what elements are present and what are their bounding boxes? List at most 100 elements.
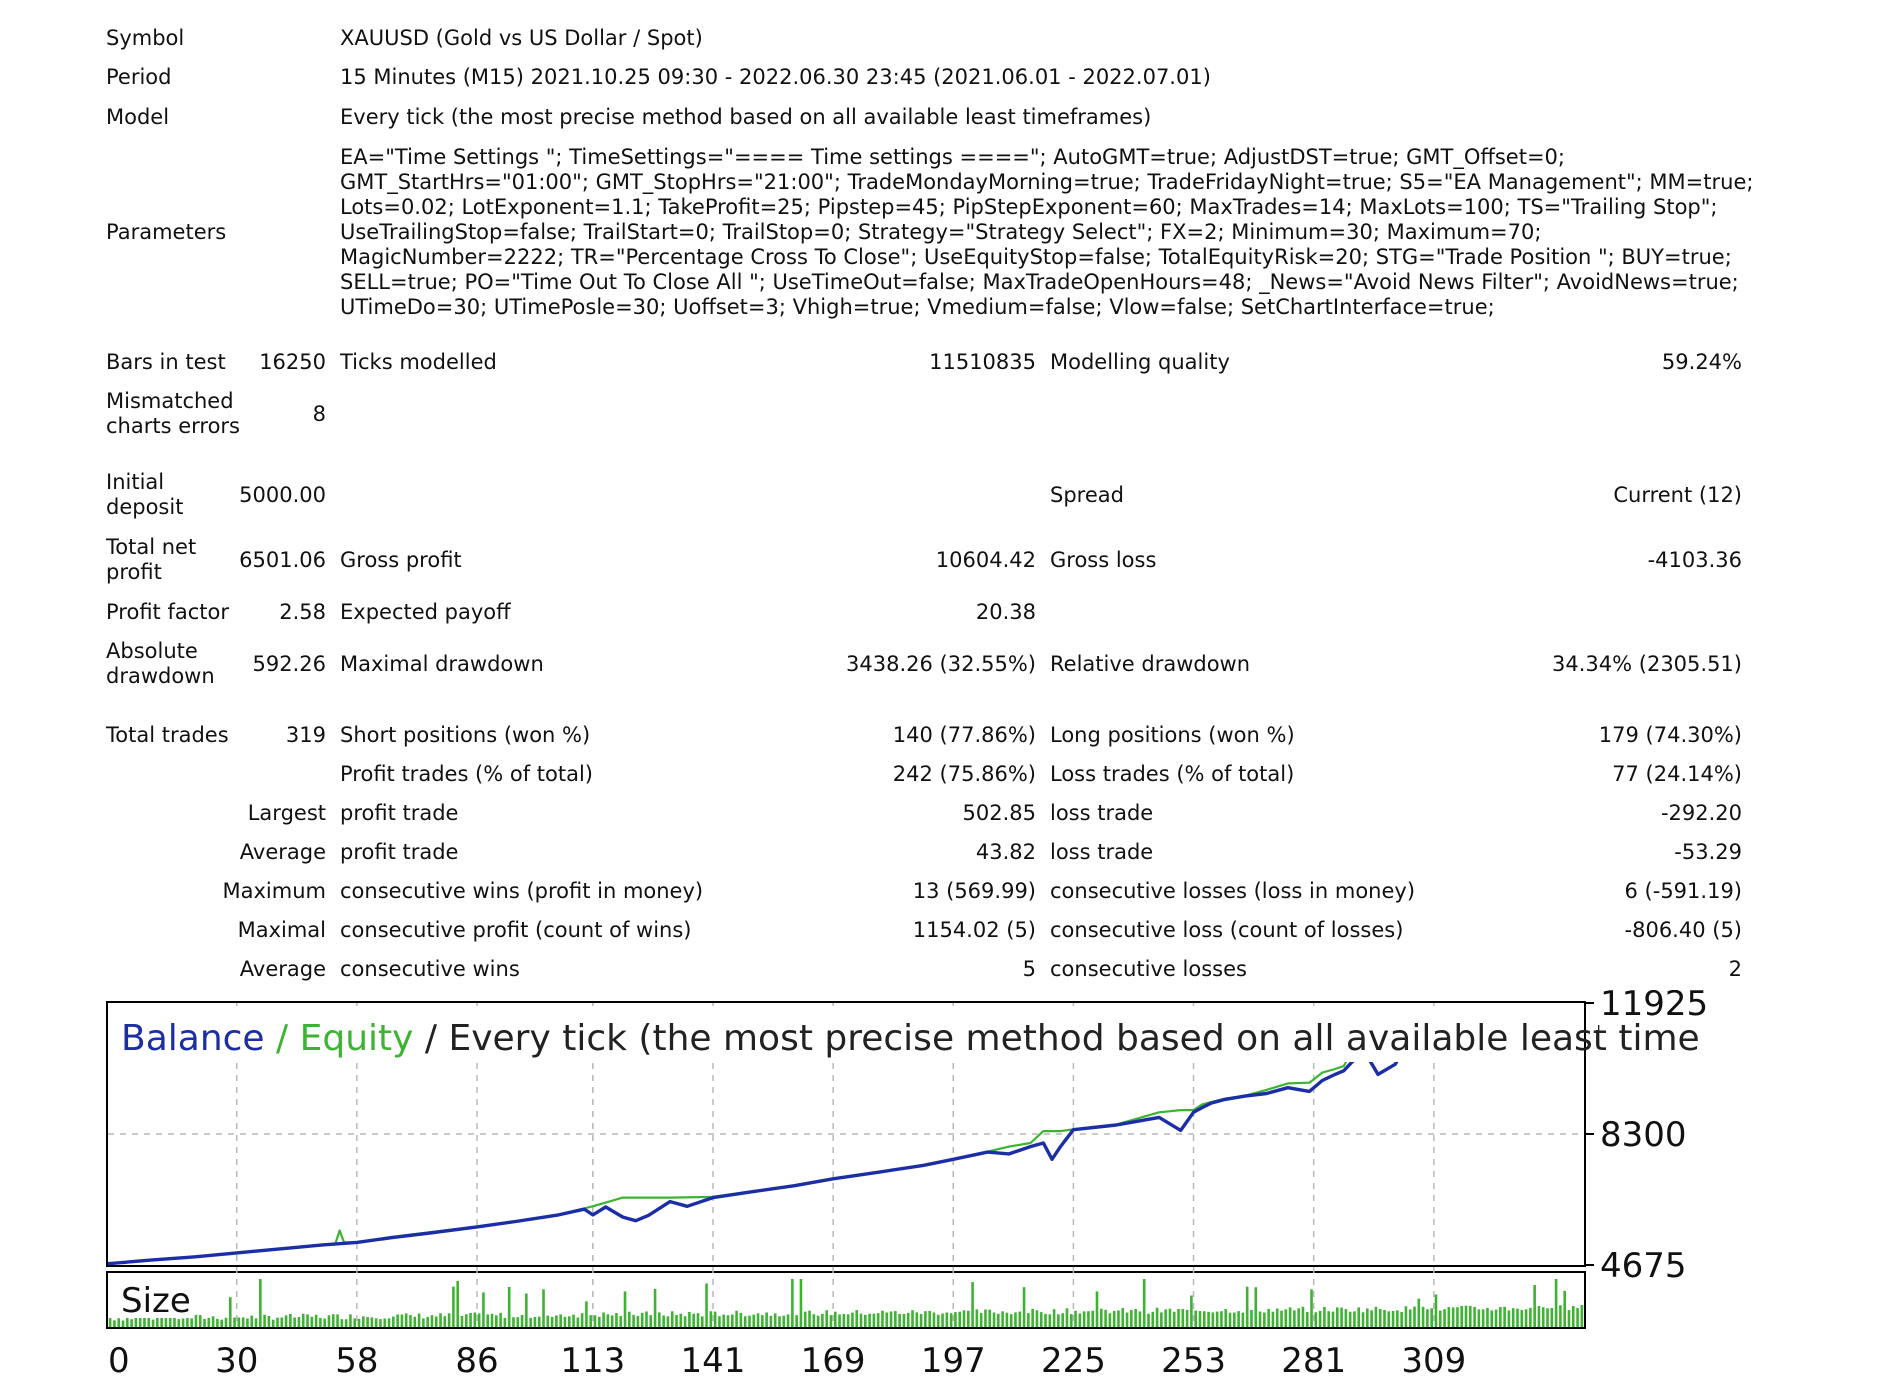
- size-bar: [1001, 1311, 1004, 1327]
- size-bar: [786, 1314, 790, 1327]
- netprofit-label: Total net profit: [106, 535, 197, 584]
- size-bar: [1348, 1311, 1352, 1327]
- size-bar: [426, 1316, 429, 1327]
- size-bar: [1426, 1309, 1429, 1327]
- size-bar: [1224, 1309, 1228, 1327]
- size-bar: [1344, 1309, 1348, 1327]
- y-tick-label: 4675: [1600, 1246, 1687, 1286]
- chart-title: Balance / Equity / Every tick (the most …: [121, 1018, 1700, 1059]
- quality-label: Modelling quality: [1050, 350, 1230, 374]
- size-bar: [1228, 1312, 1232, 1327]
- size-bar: [1087, 1311, 1090, 1327]
- size-bar: [975, 1309, 979, 1327]
- pf-label: Profit factor: [106, 600, 229, 624]
- deposit-value: 5000.00: [239, 483, 326, 507]
- grossprofit-value: 10604.42: [935, 548, 1036, 572]
- size-bar: [876, 1313, 880, 1327]
- size-bar: [1254, 1287, 1258, 1327]
- size-bar: [675, 1315, 678, 1327]
- size-bar: [499, 1312, 502, 1327]
- size-bar: [846, 1314, 850, 1327]
- size-bar: [761, 1315, 764, 1327]
- size-bar: [1533, 1285, 1536, 1327]
- size-bar: [932, 1312, 936, 1327]
- size-bar: [778, 1316, 781, 1327]
- size-bar: [984, 1309, 987, 1327]
- y-tick-label: 8300: [1600, 1115, 1687, 1155]
- size-bar: [825, 1310, 828, 1327]
- size-bar: [606, 1314, 610, 1327]
- size-bar: [447, 1313, 451, 1327]
- size-bar: [512, 1317, 515, 1327]
- size-bar: [833, 1311, 837, 1327]
- size-label-backdrop: [112, 1276, 192, 1318]
- size-bar: [331, 1314, 335, 1327]
- size-bar: [1202, 1311, 1206, 1327]
- x-tick-label: 141: [681, 1341, 746, 1381]
- size-bar: [1198, 1311, 1202, 1327]
- model-value: Every tick (the most precise method base…: [340, 105, 1152, 129]
- size-bar: [636, 1316, 640, 1327]
- loss-trades-label: Loss trades (% of total): [1050, 762, 1295, 786]
- size-bar: [782, 1315, 786, 1327]
- size-bar: [881, 1310, 884, 1327]
- size-bar: [1082, 1311, 1086, 1327]
- largest-profit-label: profit trade: [340, 801, 459, 825]
- size-bar: [1490, 1310, 1494, 1327]
- size-bar: [795, 1315, 798, 1327]
- size-bar: [1215, 1311, 1219, 1327]
- size-bar: [246, 1318, 249, 1327]
- y-axis: 11925 8300 4675: [1584, 984, 1708, 1286]
- size-bar: [537, 1316, 541, 1327]
- size-bar: [688, 1311, 691, 1327]
- grossloss-label: Gross loss: [1050, 548, 1157, 572]
- size-bar: [168, 1316, 172, 1327]
- size-bar: [662, 1315, 665, 1327]
- size-plot-frame: [106, 1271, 1586, 1329]
- size-bar: [1580, 1305, 1584, 1327]
- x-tick-label: 309: [1401, 1341, 1466, 1381]
- size-bar: [422, 1318, 425, 1327]
- size-bar: [842, 1313, 846, 1327]
- size-bar: [1108, 1313, 1112, 1327]
- size-bar: [130, 1319, 133, 1327]
- size-bar: [1052, 1309, 1056, 1327]
- size-bar: [108, 1318, 112, 1327]
- size-bar: [803, 1311, 807, 1327]
- size-bar: [1430, 1308, 1433, 1327]
- size-bar: [726, 1315, 730, 1327]
- size-bar: [1091, 1310, 1095, 1327]
- size-bar: [602, 1312, 605, 1327]
- size-bar: [469, 1312, 472, 1327]
- size-bar: [529, 1317, 532, 1327]
- size-bar: [1494, 1309, 1498, 1327]
- size-bar: [1014, 1312, 1017, 1327]
- size-bar: [374, 1318, 378, 1327]
- pf-value: 2.58: [279, 600, 326, 624]
- average-loss-label: loss trade: [1050, 840, 1154, 864]
- size-bar: [1233, 1312, 1236, 1327]
- size-bar: [1065, 1308, 1069, 1327]
- size-bar: [323, 1318, 326, 1327]
- size-bar: [1297, 1308, 1300, 1327]
- size-bar: [1331, 1311, 1335, 1327]
- size-bar: [147, 1317, 151, 1327]
- size-bar: [203, 1318, 206, 1327]
- size-bar: [366, 1317, 369, 1327]
- absdd-value: 592.26: [252, 652, 326, 676]
- size-bar: [327, 1315, 331, 1327]
- x-tick-label: 86: [455, 1341, 498, 1381]
- size-bar: [1095, 1291, 1099, 1327]
- size-bar: [919, 1313, 923, 1327]
- size-bar: [434, 1316, 438, 1327]
- size-bar: [1194, 1310, 1197, 1327]
- size-bar: [572, 1314, 575, 1327]
- loss-trades-value: 77 (24.14%): [1612, 762, 1742, 786]
- size-bar: [696, 1313, 700, 1327]
- size-bar: [1147, 1313, 1150, 1327]
- size-bar: [855, 1310, 859, 1327]
- size-bar: [997, 1313, 1000, 1327]
- x-tick-label: 58: [335, 1341, 378, 1381]
- size-bar: [1142, 1279, 1146, 1327]
- size-bar: [632, 1314, 635, 1327]
